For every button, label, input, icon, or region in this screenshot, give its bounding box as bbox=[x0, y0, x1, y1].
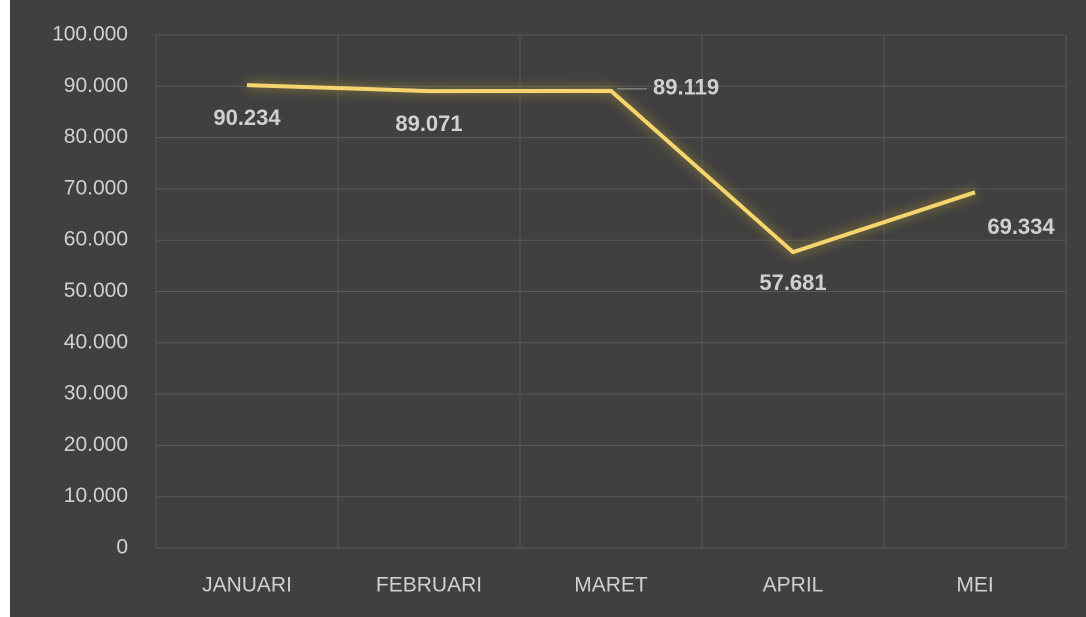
y-tick-label: 0 bbox=[116, 536, 128, 559]
chart-background bbox=[10, 0, 1086, 617]
y-tick-label: 20.000 bbox=[64, 433, 128, 456]
data-label: 89.071 bbox=[395, 111, 462, 136]
y-tick-label: 90.000 bbox=[64, 74, 128, 97]
data-label: 69.334 bbox=[987, 214, 1055, 239]
y-tick-label: 80.000 bbox=[64, 125, 128, 148]
y-tick-label: 50.000 bbox=[64, 279, 128, 302]
x-tick-label: MARET bbox=[574, 574, 648, 597]
data-label: 57.681 bbox=[759, 270, 826, 295]
y-tick-label: 40.000 bbox=[64, 330, 128, 353]
y-tick-label: 10.000 bbox=[64, 484, 128, 507]
data-label: 90.234 bbox=[213, 105, 281, 130]
y-tick-label: 60.000 bbox=[64, 228, 128, 251]
x-tick-label: JANUARI bbox=[202, 574, 292, 597]
y-tick-label: 70.000 bbox=[64, 176, 128, 199]
x-tick-label: APRIL bbox=[763, 574, 824, 597]
y-tick-label: 100.000 bbox=[52, 23, 128, 46]
y-tick-label: 30.000 bbox=[64, 382, 128, 405]
x-tick-label: MEI bbox=[956, 574, 993, 597]
data-label: 89.119 bbox=[653, 75, 719, 100]
line bbox=[246, 83, 976, 255]
x-tick-label: FEBRUARI bbox=[376, 574, 482, 597]
